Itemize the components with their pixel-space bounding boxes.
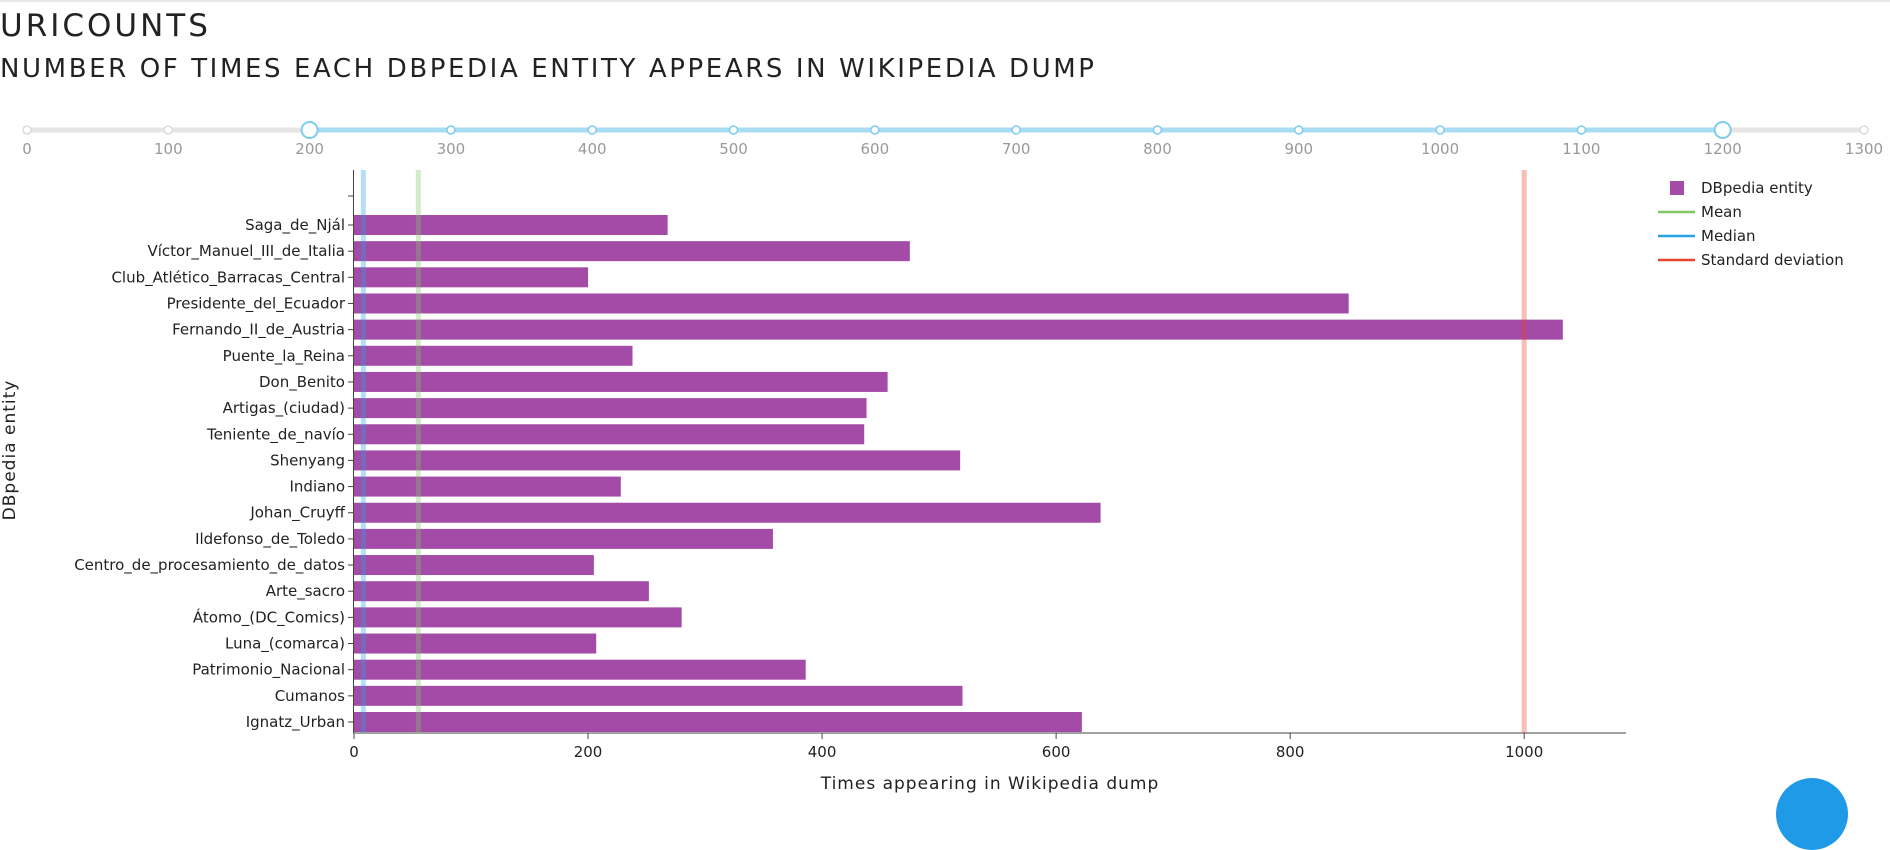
bar-13 [354, 555, 594, 576]
legend-swatch-dbpedia-entity [1670, 181, 1684, 195]
bar-11 [354, 502, 1101, 523]
bar-18 [354, 685, 963, 706]
bar-2 [354, 267, 589, 288]
y-tick-label: Artigas_(ciudad) [223, 399, 345, 418]
slider-tick-label-0: 0 [22, 140, 32, 158]
y-axis-title: DBpedia entity [0, 380, 20, 521]
slider-tick-label-500: 500 [719, 140, 748, 158]
legend-label-mean: Mean [1701, 203, 1742, 221]
y-tick-label: Saga_de_Njál [245, 216, 345, 235]
slider-dot-600 [870, 125, 880, 135]
bar-3 [354, 293, 1349, 314]
y-tick-label: Fernando_II_de_Austria [172, 321, 345, 340]
y-tick-label: Cumanos [275, 687, 345, 705]
slider-tick-label-1100: 1100 [1562, 140, 1600, 158]
bar-14 [354, 581, 649, 602]
x-tick-label: 200 [574, 743, 603, 761]
slider-tick-label-300: 300 [437, 140, 466, 158]
y-tick-label: Ignatz_Urban [246, 713, 345, 732]
slider-tick-label-1300: 1300 [1845, 140, 1883, 158]
bar-7 [354, 398, 867, 419]
y-tick-label: Ildefonso_de_Toledo [195, 530, 345, 549]
x-tick-label: 800 [1276, 743, 1305, 761]
slider-dot-1300 [1859, 125, 1869, 135]
slider-dot-700 [1011, 125, 1021, 135]
slider-tick-label-600: 600 [861, 140, 890, 158]
bar-19 [354, 712, 1082, 732]
slider-dot-500 [728, 125, 739, 135]
reference-line-median [360, 170, 366, 733]
y-tick-label: Johan_Cruyff [249, 504, 345, 523]
page-subtitle: NUMBER OF TIMES EACH DBPEDIA ENTITY APPE… [0, 54, 1097, 84]
legend-label-median: Median [1701, 227, 1756, 245]
y-tick-label: Don_Benito [259, 373, 345, 392]
y-tick-label: Puente_la_Reina [223, 347, 345, 366]
bar-5 [354, 345, 633, 366]
y-tick-label: Luna_(comarca) [225, 635, 345, 654]
slider-dot-400 [587, 125, 597, 135]
x-tick-label: 0 [349, 743, 359, 761]
top-rule [0, 0, 1890, 2]
slider-handle-min[interactable] [300, 121, 319, 139]
y-tick-label: Teniente_de_navío [206, 425, 345, 444]
legend-label-dbpedia-entity: DBpedia entity [1701, 179, 1813, 197]
floating-action-button[interactable] [1776, 778, 1848, 850]
y-tick-label: Indiano [290, 478, 346, 496]
bar-12 [354, 528, 773, 549]
slider-dot-800 [1152, 125, 1163, 135]
bar-16 [354, 633, 597, 654]
y-tick-label: Víctor_Manuel_III_de_Italia [148, 242, 346, 261]
bar-8 [354, 424, 865, 445]
slider-tick-label-400: 400 [578, 140, 607, 158]
y-tick-label: Arte_sacro [266, 582, 345, 601]
range-slider[interactable]: 0 100 200 300 400 500 600 700 800 900 1000 1100 1200… [0, 112, 1890, 168]
y-tick-label: Átomo_(DC_Comics) [193, 607, 345, 627]
bar-0 [354, 215, 668, 235]
slider-tick-label-1200: 1200 [1704, 140, 1742, 158]
slider-dot-0 [22, 125, 32, 135]
x-axis-title: Times appearing in Wikipedia dump [820, 774, 1160, 794]
slider-handle-max[interactable] [1713, 121, 1732, 139]
y-tick-label: Patrimonio_Nacional [192, 661, 345, 680]
bar-17 [354, 659, 806, 680]
slider-dot-100 [163, 125, 174, 135]
bar-15 [354, 607, 682, 628]
slider-tick-label-100: 100 [154, 140, 183, 158]
slider-dot-1000 [1435, 125, 1445, 135]
slider-tick-label-900: 900 [1284, 140, 1313, 158]
bar-4 [354, 319, 1563, 340]
slider-dot-1100 [1576, 125, 1587, 135]
y-tick-label: Club_Atlético_Barracas_Central [111, 268, 345, 287]
y-tick-label: Shenyang [270, 451, 345, 469]
slider-tick-label-800: 800 [1143, 140, 1172, 158]
slider-tick-label-200: 200 [295, 140, 324, 158]
reference-line-mean [415, 170, 421, 733]
slider-dot-900 [1294, 125, 1304, 135]
page-title: URICOUNTS [0, 8, 211, 44]
slider-dot-300 [446, 125, 456, 135]
bar-10 [354, 476, 621, 497]
bar-1 [354, 241, 910, 262]
legend-label-standard-deviation: Standard deviation [1701, 251, 1844, 269]
y-tick-label: Centro_de_procesamiento_de_datos [74, 556, 345, 575]
x-tick-label: 400 [808, 743, 837, 761]
bar-9 [354, 450, 961, 471]
x-tick-label: 600 [1042, 743, 1071, 761]
reference-line-standard-deviation [1521, 170, 1527, 733]
x-tick-label: 1000 [1505, 743, 1543, 761]
slider-tick-label-700: 700 [1002, 140, 1031, 158]
bar-6 [354, 371, 888, 392]
bar-chart: Saga_de_Njál Víctor_Manuel_III_de_Italia C… [0, 170, 1844, 794]
slider-tick-label-1000: 1000 [1421, 140, 1459, 158]
y-tick-label: Presidente_del_Ecuador [167, 294, 346, 313]
